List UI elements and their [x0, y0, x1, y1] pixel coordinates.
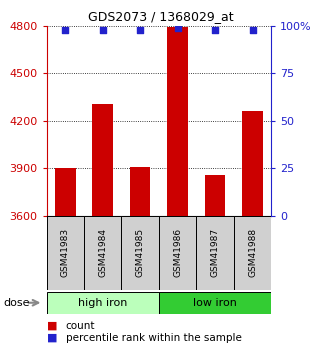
Bar	[167, 28, 188, 216]
Bar	[234, 216, 271, 290]
Text: count: count	[66, 321, 95, 331]
Text: GSM41987: GSM41987	[211, 228, 220, 277]
Bar	[92, 104, 113, 216]
Text: GSM41988: GSM41988	[248, 228, 257, 277]
Bar	[159, 292, 271, 314]
Bar	[205, 175, 225, 216]
Bar	[159, 216, 196, 290]
Bar	[47, 292, 159, 314]
Text: ■: ■	[47, 333, 57, 343]
Point	[250, 27, 255, 32]
Point	[175, 25, 180, 30]
Text: GSM41984: GSM41984	[98, 228, 107, 277]
Text: GSM41986: GSM41986	[173, 228, 182, 277]
Text: ■: ■	[47, 321, 57, 331]
Text: percentile rank within the sample: percentile rank within the sample	[66, 333, 242, 343]
Point	[138, 27, 143, 32]
Point	[63, 27, 68, 32]
Text: GSM41985: GSM41985	[136, 228, 145, 277]
Text: GDS2073 / 1368029_at: GDS2073 / 1368029_at	[88, 10, 233, 23]
Text: GSM41983: GSM41983	[61, 228, 70, 277]
Bar	[47, 216, 84, 290]
Bar	[84, 216, 121, 290]
Bar	[242, 111, 263, 216]
Point	[213, 27, 218, 32]
Bar	[55, 168, 75, 216]
Text: dose: dose	[3, 298, 30, 308]
Text: high iron: high iron	[78, 298, 127, 308]
Point	[100, 27, 105, 32]
Bar	[130, 167, 151, 216]
Bar	[121, 216, 159, 290]
Bar	[196, 216, 234, 290]
Text: low iron: low iron	[193, 298, 237, 308]
